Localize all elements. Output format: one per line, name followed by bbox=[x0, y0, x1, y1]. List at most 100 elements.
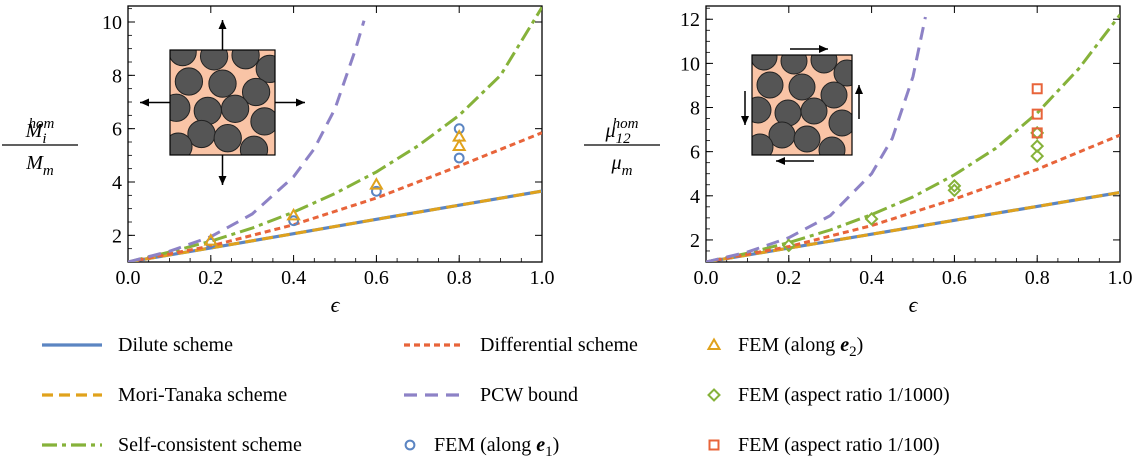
legend-item: FEM (along e1) bbox=[404, 434, 559, 460]
data-point-fem-aspect-ratio-1-100 bbox=[1031, 108, 1043, 120]
x-tick-label: 0.2 bbox=[776, 267, 801, 289]
legend-label: PCW bound bbox=[480, 384, 578, 406]
x-tick-label: 0.0 bbox=[694, 267, 719, 289]
legend-item: FEM (aspect ratio 1/100) bbox=[708, 434, 940, 456]
y-tick-label: 4 bbox=[690, 186, 700, 208]
series-line-differential-scheme bbox=[706, 133, 1120, 262]
legend-label: Differential scheme bbox=[480, 334, 638, 356]
arrow-down-icon-head bbox=[741, 116, 749, 125]
arrow-down-icon-head bbox=[218, 176, 227, 185]
data-point-fem-along-e2 bbox=[203, 233, 219, 246]
data-point-fem-aspect-ratio-1-100 bbox=[1031, 127, 1043, 139]
series-line-differential-scheme bbox=[128, 131, 542, 262]
arrow-up-icon-head bbox=[218, 20, 227, 29]
y-axis-label-numerator: μ12hom bbox=[605, 116, 639, 147]
inclusion bbox=[255, 54, 275, 84]
inclusion bbox=[231, 50, 260, 70]
legend-item: FEM (aspect ratio 1/1000) bbox=[707, 384, 950, 406]
legend-item: PCW bound bbox=[404, 384, 578, 406]
data-point-fem-aspect-ratio-1-1000 bbox=[947, 178, 962, 193]
inclusion bbox=[170, 132, 193, 155]
legend-item: Mori-Tanaka scheme bbox=[42, 384, 287, 406]
y-tick-label: 4 bbox=[112, 172, 122, 194]
x-tick-label: 1.0 bbox=[1108, 267, 1133, 289]
series-line-self-consistent-scheme bbox=[706, 13, 1120, 262]
y-tick-label: 10 bbox=[102, 12, 122, 34]
data-point-fem-aspect-ratio-1-1000 bbox=[864, 212, 879, 226]
legend-label: FEM (along e1) bbox=[434, 434, 559, 460]
inclusion bbox=[752, 96, 772, 124]
x-axis-label: ϵ bbox=[331, 292, 341, 317]
inclusion bbox=[818, 136, 846, 155]
inclusion bbox=[788, 73, 816, 101]
y-axis-label-numerator: Mihom bbox=[25, 116, 55, 147]
x-tick-label: 0.8 bbox=[447, 267, 472, 289]
x-tick-label: 0.0 bbox=[116, 267, 141, 289]
inclusion bbox=[170, 93, 191, 122]
inclusion bbox=[174, 67, 204, 96]
legend-label: FEM (aspect ratio 1/1000) bbox=[738, 384, 950, 406]
data-point-fem-aspect-ratio-1-1000 bbox=[781, 238, 796, 253]
y-tick-label: 2 bbox=[690, 230, 700, 252]
arrow-right-icon-head bbox=[296, 98, 305, 107]
x-tick-label: 1.0 bbox=[530, 267, 555, 289]
inclusion bbox=[810, 55, 838, 74]
x-tick-label: 0.4 bbox=[281, 267, 306, 289]
arrow-right-icon-head bbox=[819, 45, 828, 53]
arrow-left-icon-head bbox=[776, 157, 785, 165]
y-axis-label-denominator: μm bbox=[611, 152, 633, 179]
data-point-fem-along-e2 bbox=[451, 138, 467, 151]
series-line-pcw-bound bbox=[128, 20, 366, 262]
x-tick-label: 0.4 bbox=[859, 267, 884, 289]
inclusion bbox=[820, 81, 848, 109]
series-line-pcw-bound bbox=[706, 16, 927, 262]
data-point-fem-along-e1 bbox=[371, 185, 382, 197]
y-tick-label: 12 bbox=[680, 9, 700, 31]
inclusion bbox=[250, 107, 275, 136]
x-tick-label: 0.2 bbox=[198, 267, 223, 289]
chart-panel-1: 0.0 0.2 0.4 0.6 0.8 1.0 2 4 6 8 10 ϵ Mihom Mm bbox=[2, 5, 555, 317]
inclusion bbox=[756, 71, 784, 99]
inclusion bbox=[239, 135, 269, 155]
y-tick-label: 2 bbox=[112, 225, 122, 247]
inclusion bbox=[800, 97, 828, 125]
arrow-up-icon-head bbox=[855, 85, 863, 94]
y-tick-label: 10 bbox=[680, 53, 700, 75]
legend-item: FEM (along e2) bbox=[706, 334, 863, 360]
data-point-fem-along-e2 bbox=[286, 207, 301, 221]
inclusion bbox=[241, 77, 271, 107]
chart-panel-2: 0.0 0.2 0.4 0.6 0.8 1.0 2 4 6 8 10 12 ϵ μ12hom μm bbox=[584, 5, 1133, 317]
series-line-mori-tanaka-scheme bbox=[706, 191, 1120, 262]
inclusion bbox=[170, 50, 197, 67]
legend-label: Mori-Tanaka scheme bbox=[118, 384, 287, 406]
y-tick-label: 8 bbox=[112, 65, 122, 87]
inclusion bbox=[752, 55, 778, 71]
inclusion bbox=[833, 59, 852, 87]
series-line-mori-tanaka-scheme bbox=[128, 189, 542, 262]
series-line-self-consistent-scheme bbox=[128, 6, 542, 262]
x-tick-label: 0.8 bbox=[1025, 267, 1050, 289]
legend-item: Differential scheme bbox=[404, 334, 638, 356]
legend: Dilute scheme Differential scheme FEM (alo… bbox=[42, 334, 950, 460]
legend-item: Dilute scheme bbox=[42, 334, 233, 356]
inclusion bbox=[828, 109, 852, 137]
legend-marker bbox=[404, 439, 416, 451]
inset-border bbox=[751, 54, 853, 156]
arrow-left-icon-head bbox=[140, 98, 149, 107]
data-point-fem-aspect-ratio-1-1000 bbox=[1030, 149, 1045, 163]
x-tick-label: 0.6 bbox=[364, 267, 389, 289]
x-tick-label: 0.6 bbox=[942, 267, 967, 289]
legend-label: FEM (along e2) bbox=[738, 334, 863, 360]
y-tick-label: 8 bbox=[690, 98, 700, 120]
data-point-fem-aspect-ratio-1-100 bbox=[1031, 83, 1043, 95]
y-axis-label-denominator: Mm bbox=[25, 152, 54, 179]
legend-item: Self-consistent scheme bbox=[42, 434, 302, 456]
inclusion bbox=[199, 50, 229, 71]
data-point-fem-along-e1 bbox=[288, 215, 300, 227]
legend-label: FEM (aspect ratio 1/100) bbox=[738, 434, 940, 456]
legend-marker bbox=[707, 388, 721, 402]
legend-label: Self-consistent scheme bbox=[118, 434, 302, 456]
y-tick-label: 6 bbox=[112, 119, 122, 141]
legend-marker bbox=[708, 439, 720, 451]
